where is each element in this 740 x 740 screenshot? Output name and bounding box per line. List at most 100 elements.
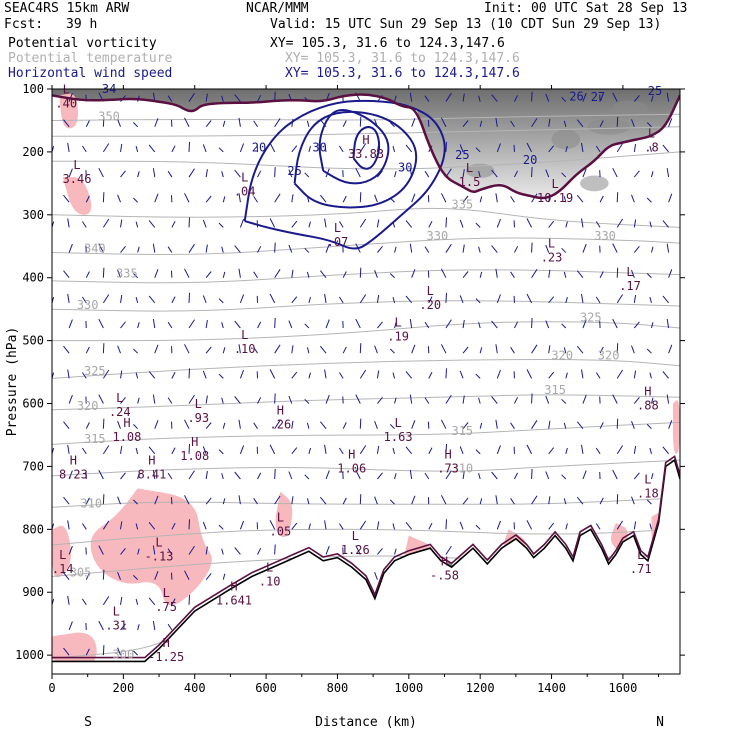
pv-extremum-high: H [123,416,130,430]
wind-vector [495,419,498,429]
wind-vector [359,494,362,505]
x-tick-label: 200 [113,681,135,695]
wind-vector [257,397,262,404]
wind-vector [424,472,430,480]
wind-vector [52,251,53,253]
wind-vector [167,623,173,631]
field-name-wind: Horizontal wind speed [8,66,173,81]
pv-extremum-low: L [155,535,162,549]
speed-label: 25 [648,84,662,98]
wind-vector [389,122,395,128]
theta-label: 315 [451,424,473,438]
wind-vector [52,629,53,630]
wind-vector [67,218,70,228]
wind-vector [102,418,105,429]
wind-vector [496,445,501,455]
pv-extremum-low: L [195,397,202,411]
wind-vector [479,498,483,505]
wind-vector [269,293,276,304]
wind-vector [633,321,640,329]
wind-vector [52,327,53,329]
pv-extremum-low: L [113,605,120,619]
wind-vector [475,373,481,379]
wind-vector [650,246,654,253]
wind-vector [491,396,498,404]
wind-vector [98,167,104,178]
wind-vector [548,522,555,530]
y-tick-label: 700 [22,459,44,473]
wind-vector [308,145,311,153]
theta-contour [52,358,680,379]
wind-vector [616,218,624,228]
wind-vector [135,523,139,530]
wind-vector [117,270,121,278]
wind-vector [253,347,258,354]
speed-label: 20 [252,141,266,155]
theta-label: 335 [116,267,138,281]
wind-vector [389,348,395,354]
wind-vector [459,370,464,379]
wind-vector [409,470,413,480]
wind-vector [120,245,126,253]
wind-vector [120,521,123,530]
wind-vector [668,420,673,429]
pv-extremum-low: L [466,161,473,175]
wind-vector [496,143,501,153]
wind-vector [491,245,498,253]
wind-vector [221,322,224,329]
wind-vector [666,319,670,329]
wind-vector [631,119,635,127]
pv-extremum-low: L [352,529,359,543]
wind-vector [612,167,618,178]
theta-label: 315 [84,432,106,446]
wind-vector [531,393,533,404]
wind-vector [325,319,330,329]
speed-label: 30 [312,141,326,155]
wind-vector [52,478,53,479]
wind-vector [306,498,310,505]
wind-vector [205,395,208,404]
wind-vector [355,394,361,404]
wind-vector [526,444,533,455]
pv-extremum-low: L [241,328,248,342]
wind-vector [274,242,276,253]
wind-vector [308,296,311,304]
wind-vector [274,544,276,555]
wind-vector [409,394,413,404]
wind-vector [513,95,519,102]
wind-vector [171,371,176,379]
wind-vector [548,345,551,354]
wind-vector [205,169,208,178]
theta-label: 310 [80,496,102,510]
wind-vector [377,472,383,480]
wind-vector [666,168,670,178]
wind-vector [202,446,207,455]
wind-vector [184,570,190,580]
y-tick-label: 200 [22,145,44,159]
wind-vector [581,218,584,228]
wind-vector [205,471,208,480]
wind-vector [239,143,245,153]
wind-vector [184,268,190,278]
pv-extremum-value: 1.08 [180,449,209,463]
wind-vector [649,523,652,530]
wind-vector [531,468,533,480]
wind-vector [599,497,604,505]
wind-vector [526,369,533,379]
wind-vector [238,419,241,429]
wind-vector [154,344,159,354]
wind-vector [462,471,465,480]
wind-vector [616,418,619,429]
wind-vector [308,221,311,228]
wind-vector [120,596,123,605]
wind-vector [359,267,362,278]
wind-vector [288,169,293,178]
wind-vector [288,471,293,480]
wind-vector [218,449,224,455]
wind-vector [205,422,212,429]
wind-vector [154,420,159,429]
wind-vector [377,396,383,404]
wind-vector [445,141,447,152]
wind-vector [342,120,347,127]
wind-vector [631,421,635,429]
